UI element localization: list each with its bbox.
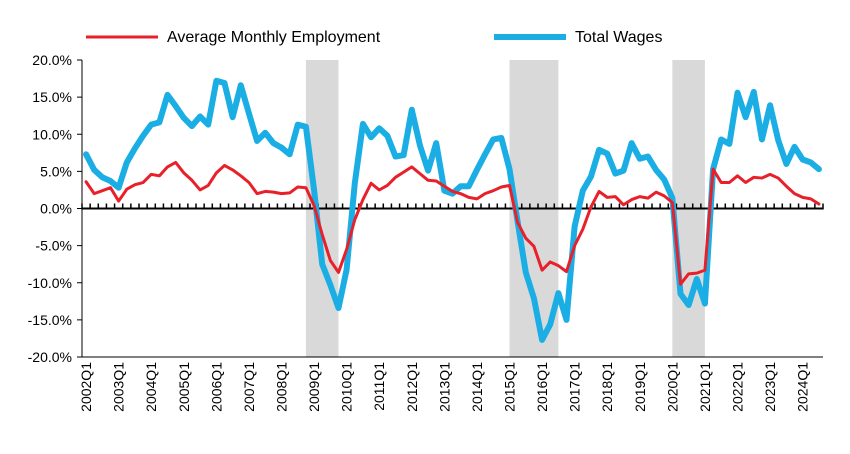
x-tick-label: 2004Q1 bbox=[143, 362, 159, 412]
x-tick-label: 2017Q1 bbox=[567, 362, 583, 412]
legend: Average Monthly Employment Total Wages bbox=[86, 29, 662, 46]
y-tick-label: 0.0% bbox=[40, 201, 72, 217]
y-tick-label: 5.0% bbox=[40, 163, 72, 179]
x-tick-label: 2015Q1 bbox=[502, 362, 518, 412]
legend-label-employment: Average Monthly Employment bbox=[167, 29, 381, 46]
x-tick-label: 2018Q1 bbox=[599, 362, 615, 412]
x-tick-label: 2010Q1 bbox=[339, 362, 355, 412]
x-tick-label: 2005Q1 bbox=[176, 362, 192, 412]
x-tick-label: 2023Q1 bbox=[762, 362, 778, 412]
x-tick-label: 2007Q1 bbox=[241, 362, 257, 412]
x-tick-label: 2019Q1 bbox=[632, 362, 648, 412]
x-tick-label: 2020Q1 bbox=[664, 362, 680, 412]
x-tick-label: 2012Q1 bbox=[404, 362, 420, 412]
series-line-wages bbox=[83, 77, 822, 343]
x-tick-label: 2022Q1 bbox=[730, 362, 746, 412]
y-tick-label: 15.0% bbox=[32, 89, 72, 105]
x-tick-label: 2008Q1 bbox=[274, 362, 290, 412]
x-tick-label: 2016Q1 bbox=[534, 362, 550, 412]
x-tick-label: 2014Q1 bbox=[469, 362, 485, 412]
y-tick-label: -10.0% bbox=[28, 275, 72, 291]
x-tick-label: 2013Q1 bbox=[436, 362, 452, 412]
legend-label-wages: Total Wages bbox=[575, 29, 662, 46]
y-tick-label: 20.0% bbox=[32, 52, 72, 68]
axes: 20.0% 15.0% 10.0% 5.0% 0.0% -5.0% -10.0% -15.0%… bbox=[28, 52, 824, 412]
series-lines bbox=[83, 77, 822, 343]
x-tick-label: 2002Q1 bbox=[78, 362, 94, 412]
x-tick-label: 2003Q1 bbox=[111, 362, 127, 412]
y-tick-label: -20.0% bbox=[28, 349, 72, 365]
x-tick-label: 2006Q1 bbox=[208, 362, 224, 412]
x-tick-label: 2024Q1 bbox=[795, 362, 811, 412]
x-tick-label: 2011Q1 bbox=[371, 362, 387, 411]
x-tick-label: 2009Q1 bbox=[306, 362, 322, 412]
y-tick-label: -15.0% bbox=[28, 312, 72, 328]
y-tick-label: 10.0% bbox=[32, 126, 72, 142]
series-line-employment bbox=[84, 160, 821, 286]
y-tick-label: -5.0% bbox=[35, 238, 72, 254]
x-tick-label: 2021Q1 bbox=[697, 362, 713, 412]
